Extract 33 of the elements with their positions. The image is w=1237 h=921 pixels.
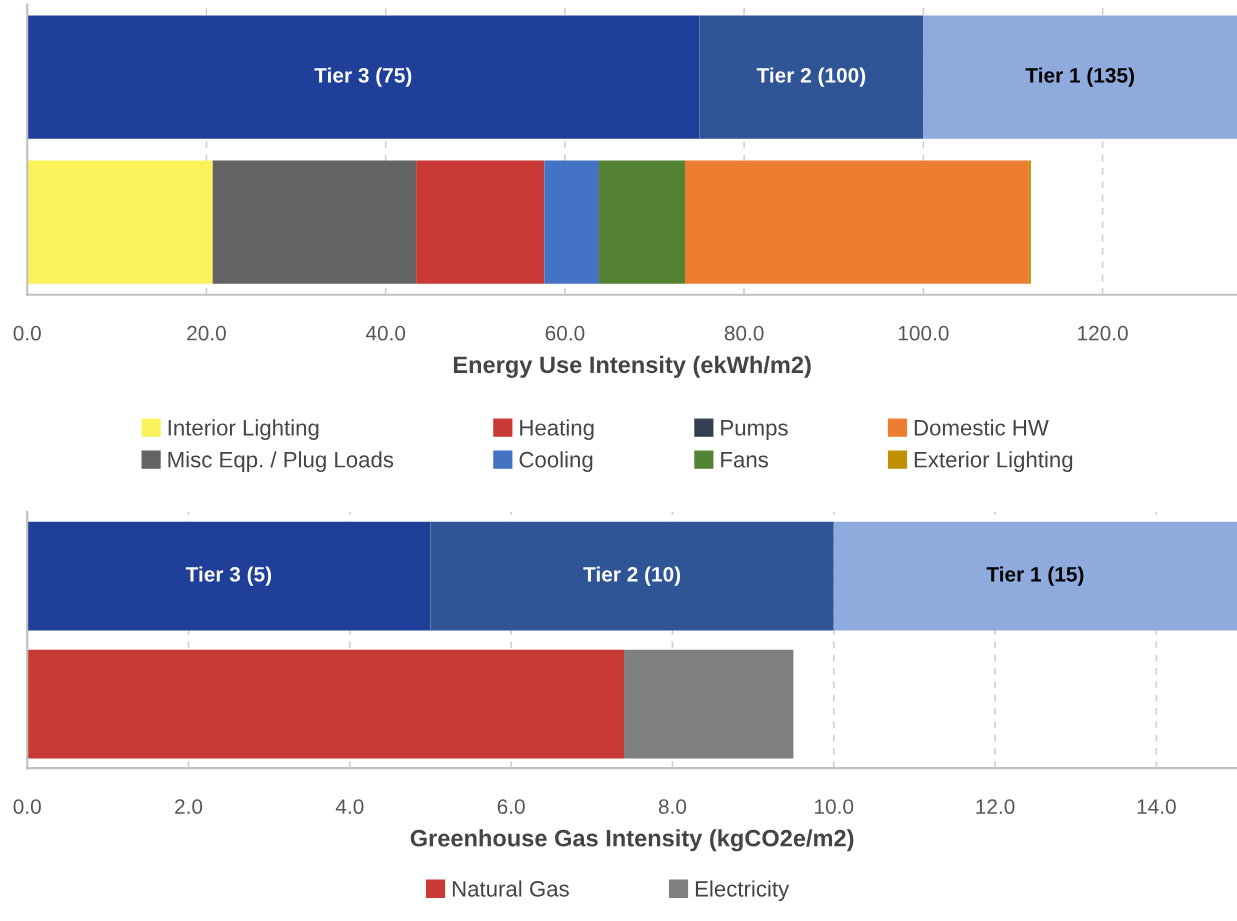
x-tick-label: 100.0 [898,325,949,341]
x-axis-title: Greenhouse Gas Intensity (kgCO2e/m2) [410,829,854,852]
data-label: Tier 2 (10) [583,566,681,586]
x-tick-label: 120.0 [1078,325,1128,341]
x-tick-label: 60.0 [545,325,585,341]
legend-label: Heating [520,419,594,440]
x-tick-label: 4.0 [335,799,364,814]
x-tick-label: 0.0 [13,325,41,341]
legend-label: Cooling [519,451,593,472]
legend-label: Misc Eqp. / Plug Loads [168,451,394,472]
data-label: Tier 3 (5) [185,566,272,586]
legend-label: Pumps [721,420,788,440]
legend-label: Natural Gas [452,880,569,897]
x-tick-label: 40.0 [365,325,406,341]
x-tick-label: 20.0 [187,325,226,341]
x-tick-label: 80.0 [724,325,764,341]
x-axis-title: Energy Use Intensity (ekWh/m2) [453,355,811,378]
legend-label: Exterior Lighting [914,451,1073,472]
legend-label: Fans [721,452,769,468]
legend-label: Electricity [695,880,790,902]
data-label: Tier 1 (135) [1025,67,1134,87]
data-label: Tier 1 (15) [986,566,1084,586]
x-tick-label: 14.0 [1137,799,1176,814]
x-tick-label: 10.0 [815,799,854,814]
x-tick-label: 0.0 [13,799,41,814]
legend-label: Interior Lighting [168,419,319,440]
legend-label: Domestic HW [914,419,1049,436]
data-label: Tier 3 (75) [314,67,412,87]
data-label: Tier 2 (100) [756,67,866,87]
x-tick-label: 8.0 [658,799,687,814]
x-tick-label: 6.0 [497,799,525,814]
x-tick-label: 2.0 [175,799,203,814]
x-tick-label: 12.0 [976,799,1015,814]
